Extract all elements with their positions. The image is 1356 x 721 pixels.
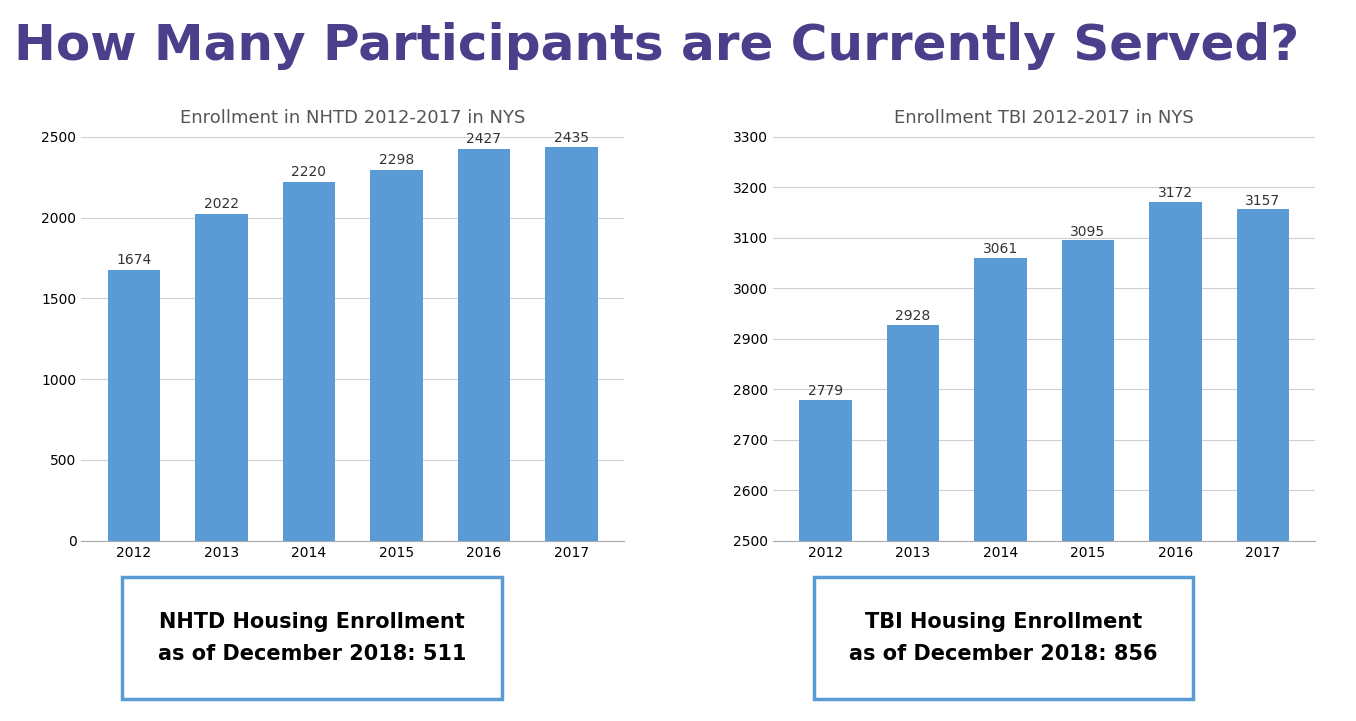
Text: 3157: 3157 — [1245, 194, 1280, 208]
Text: How Many Participants are Currently Served?: How Many Participants are Currently Serv… — [14, 22, 1299, 70]
Bar — [107, 270, 160, 541]
Text: 2220: 2220 — [292, 165, 327, 180]
Bar — [457, 149, 510, 541]
Text: NHTD Housing Enrollment
as of December 2018: 511: NHTD Housing Enrollment as of December 2… — [157, 611, 466, 665]
Text: 3172: 3172 — [1158, 186, 1193, 200]
Title: Enrollment TBI 2012-2017 in NYS: Enrollment TBI 2012-2017 in NYS — [894, 109, 1195, 127]
Bar — [1149, 202, 1201, 721]
Text: 1674: 1674 — [117, 254, 152, 267]
Bar — [799, 400, 852, 721]
Text: 2298: 2298 — [378, 153, 414, 167]
Title: Enrollment in NHTD 2012-2017 in NYS: Enrollment in NHTD 2012-2017 in NYS — [180, 109, 525, 127]
FancyBboxPatch shape — [814, 577, 1193, 699]
Bar — [1237, 209, 1290, 721]
Bar — [545, 148, 598, 541]
Text: TBI Housing Enrollment
as of December 2018: 856: TBI Housing Enrollment as of December 20… — [849, 611, 1158, 665]
Bar — [195, 214, 248, 541]
Text: 2435: 2435 — [553, 131, 589, 145]
Bar — [282, 182, 335, 541]
Bar — [887, 324, 940, 721]
Bar — [1062, 240, 1115, 721]
Text: 2022: 2022 — [203, 198, 239, 211]
Bar — [370, 169, 423, 541]
Bar — [974, 257, 1026, 721]
Text: 3095: 3095 — [1070, 225, 1105, 239]
Text: 2779: 2779 — [808, 384, 843, 399]
Text: 3061: 3061 — [983, 242, 1018, 256]
Text: 2427: 2427 — [466, 132, 502, 146]
Text: 2928: 2928 — [895, 309, 930, 323]
FancyBboxPatch shape — [122, 577, 502, 699]
